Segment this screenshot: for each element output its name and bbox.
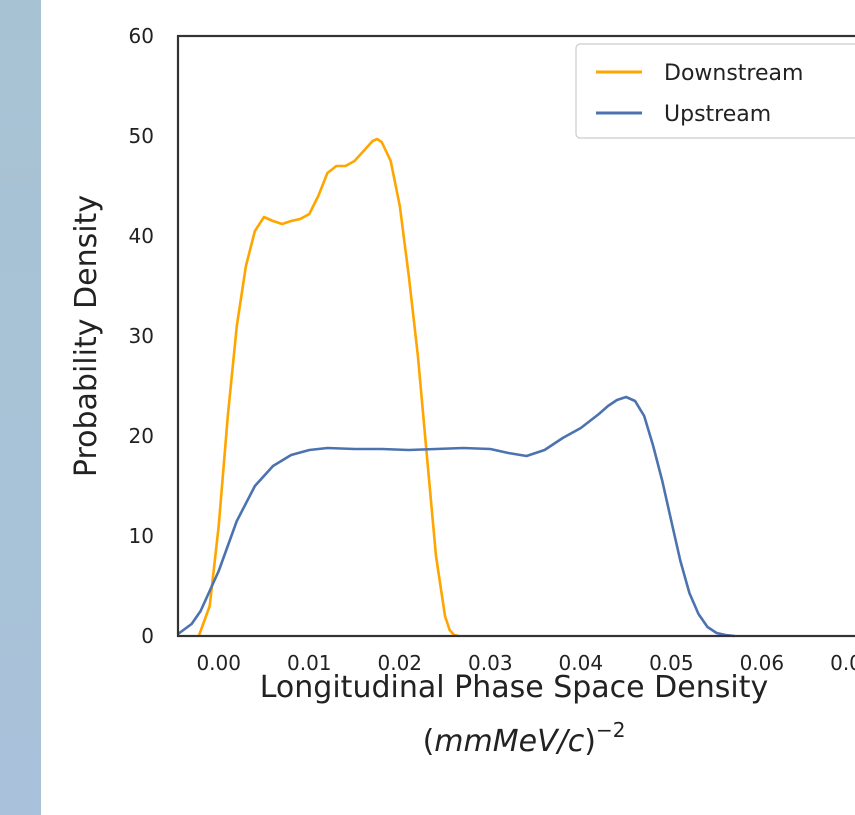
y-tick-label: 10	[129, 524, 154, 548]
x-axis-units-close: )	[584, 724, 596, 759]
y-axis-label: Probability Density	[69, 195, 104, 477]
legend: Downstream Upstream	[575, 43, 855, 139]
legend-box	[575, 43, 855, 139]
x-axis-units-exponent: −2	[596, 718, 625, 742]
x-tick-label: 0.07	[830, 651, 855, 675]
left-decorative-band	[0, 0, 41, 815]
x-axis-units-open: (	[423, 724, 435, 759]
series-line-downstream	[197, 137, 459, 638]
y-tick-label: 20	[129, 424, 154, 448]
x-axis-units-italic: mmMeV/c	[434, 724, 584, 759]
y-tick-label: 30	[129, 324, 154, 348]
x-tick-label: 0.00	[196, 651, 241, 675]
x-tick-label: 0.05	[649, 651, 694, 675]
legend-label-upstream: Upstream	[664, 102, 771, 127]
series-lines	[177, 137, 735, 638]
y-tick-label: 50	[129, 124, 154, 148]
x-tick-label: 0.02	[378, 651, 423, 675]
x-tick-label: 0.06	[740, 651, 785, 675]
x-axis-label: Longitudinal Phase Space Density	[260, 670, 768, 705]
y-axis-ticks: 0 10 20 30 40 50 60	[129, 24, 154, 648]
x-tick-label: 0.04	[559, 651, 604, 675]
y-tick-label: 0	[141, 624, 154, 648]
plot-frame	[176, 34, 855, 638]
series-line-upstream	[177, 395, 735, 638]
legend-label-downstream: Downstream	[664, 61, 803, 86]
x-axis-ticks: 0.00 0.01 0.02 0.03 0.04 0.05 0.06 0.07	[196, 651, 855, 675]
x-axis-units-label: (mmMeV/c)−2	[423, 718, 626, 759]
x-tick-label: 0.03	[468, 651, 513, 675]
y-tick-label: 60	[129, 24, 154, 48]
x-tick-label: 0.01	[287, 651, 332, 675]
y-tick-label: 40	[129, 224, 154, 248]
